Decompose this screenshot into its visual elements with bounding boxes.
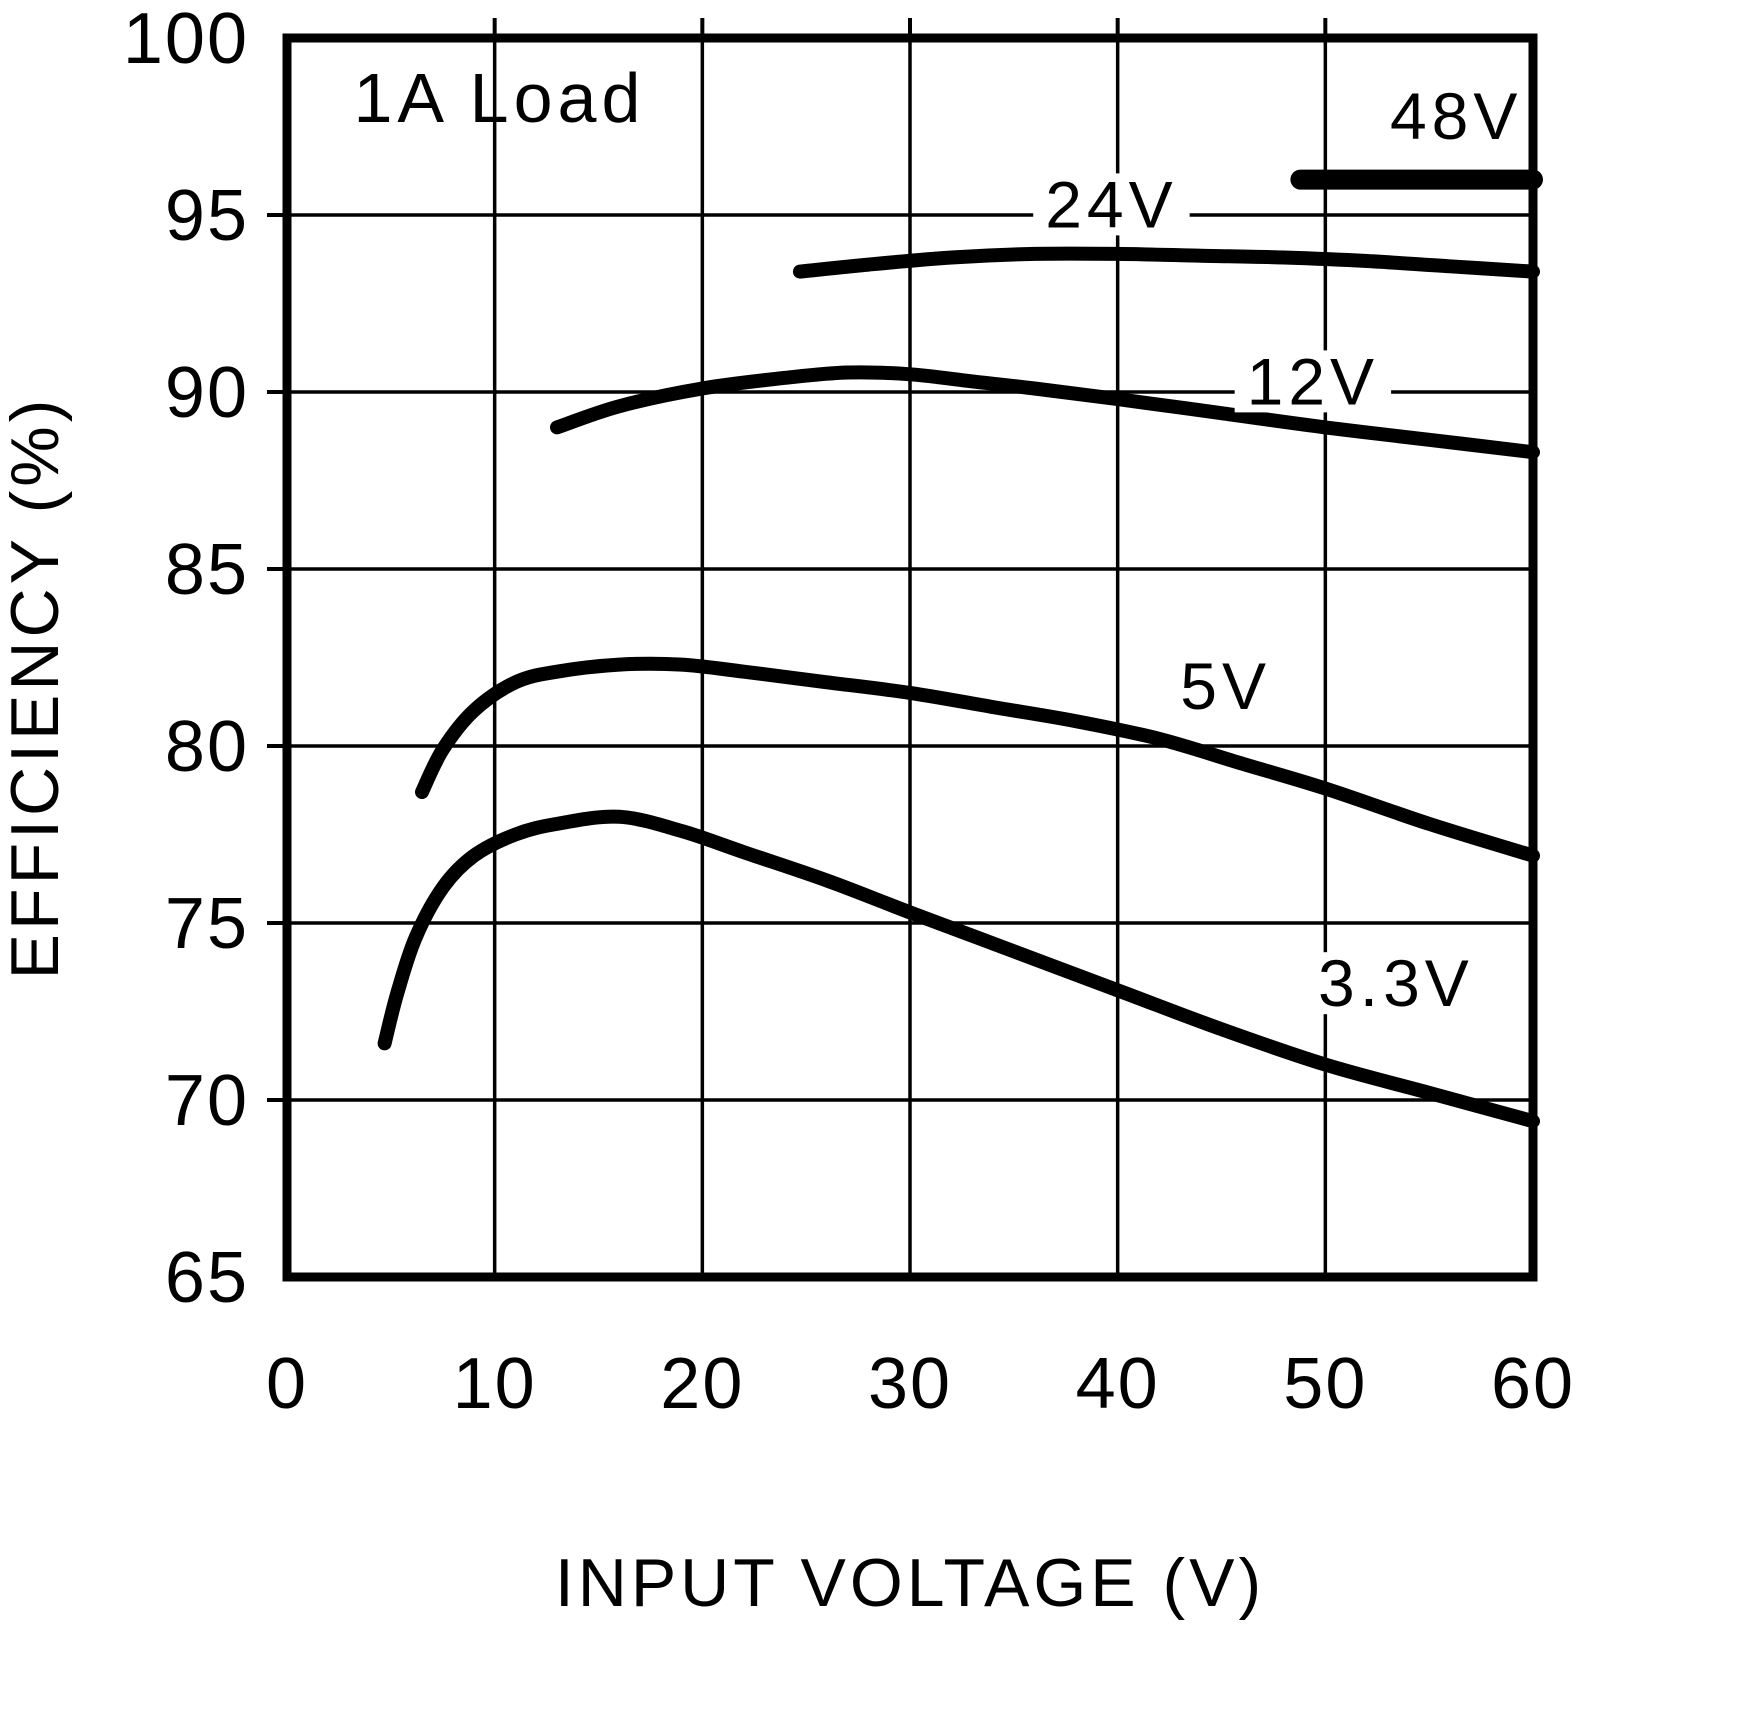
curve-12v [550, 365, 1540, 460]
x-tick-label: 20 [660, 1344, 744, 1424]
curve-label-backing [1306, 952, 1486, 1015]
x-tick-label: 10 [453, 1344, 537, 1424]
curve-label-backing [1033, 173, 1190, 236]
curve-label-backing [1168, 654, 1284, 717]
curve-5v [415, 656, 1540, 863]
curve-label-12v: 12V [1247, 344, 1379, 418]
curve-3-3v [377, 809, 1540, 1129]
x-tick-label: 30 [868, 1344, 952, 1424]
y-axis-title: EFFICIENCY (%) [0, 396, 73, 980]
x-axis-title: INPUT VOLTAGE (V) [555, 1545, 1265, 1621]
y-tick-label: 85 [165, 530, 249, 610]
x-tick-label: 40 [1076, 1344, 1160, 1424]
y-tick-label: 90 [165, 353, 249, 433]
curve-label-3-3v: 3.3V [1318, 946, 1474, 1020]
x-tick-label: 50 [1283, 1344, 1367, 1424]
y-tick-label: 70 [165, 1061, 249, 1141]
curve-label-24v: 24V [1045, 167, 1177, 241]
curve-24v [792, 246, 1540, 279]
y-tick-label: 65 [165, 1238, 249, 1318]
y-tick-label: 95 [165, 176, 249, 256]
curve-label-5v: 5V [1180, 649, 1271, 723]
y-tick-label: 75 [165, 884, 249, 964]
load-annotation: 1A Load [353, 59, 645, 137]
curve-label-48v: 48V [1390, 79, 1522, 153]
curve-label-backing [1377, 84, 1535, 147]
y-tick-label: 80 [165, 707, 249, 787]
x-tick-label: 60 [1491, 1344, 1575, 1424]
x-tick-label: 0 [266, 1344, 308, 1424]
curve-label-backing [1234, 350, 1392, 413]
y-tick-label: 100 [123, 0, 249, 79]
